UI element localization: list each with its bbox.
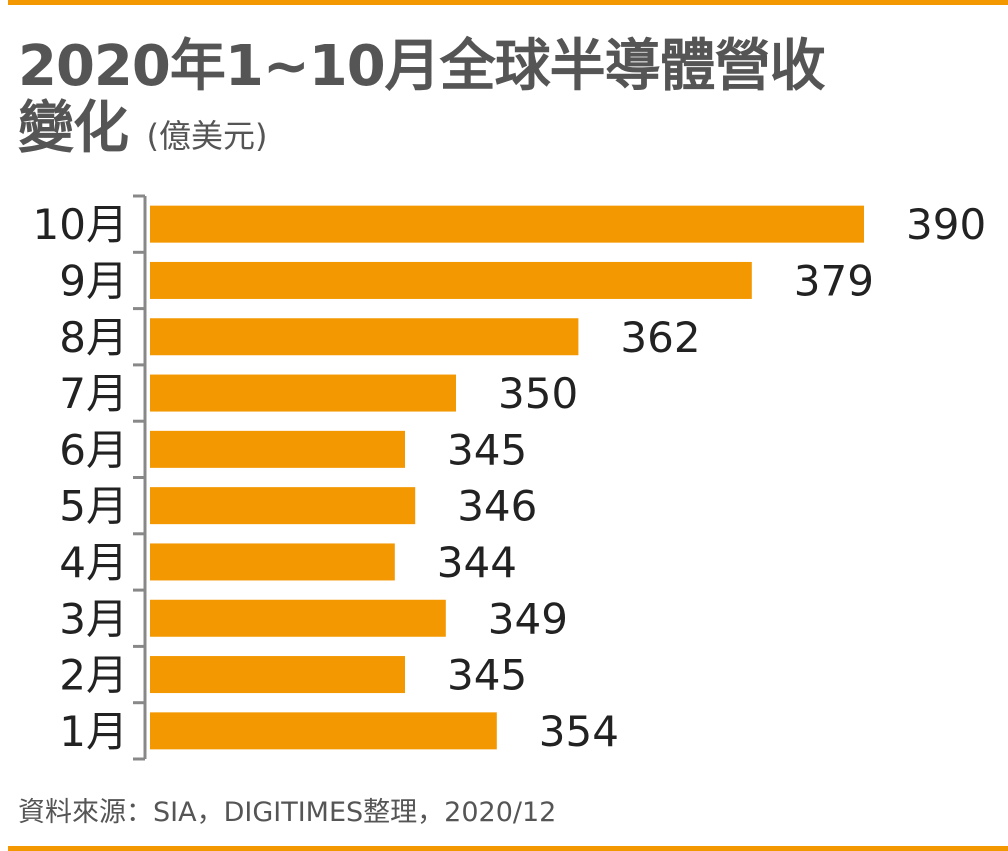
bar-5月 xyxy=(150,487,416,525)
bar-9月 xyxy=(150,261,752,299)
value-label: 346 xyxy=(457,482,537,531)
bar-4月 xyxy=(150,543,395,581)
category-label: 5月 xyxy=(59,482,128,531)
category-label: 7月 xyxy=(59,369,128,418)
bar-10月 xyxy=(150,205,864,243)
value-label: 390 xyxy=(906,200,986,249)
category-label: 3月 xyxy=(59,594,128,643)
category-label: 6月 xyxy=(59,425,128,474)
category-label: 8月 xyxy=(59,313,128,362)
bar-1月 xyxy=(150,712,497,750)
chart-title: 2020年1~10月全球半導體營收 變化 (億美元) xyxy=(18,34,826,167)
title-line-2: 變化 xyxy=(18,96,129,161)
source-note: 資料來源：SIA，DIGITIMES整理，2020/12 xyxy=(18,797,557,828)
category-label: 2月 xyxy=(59,651,128,700)
category-label: 1月 xyxy=(59,707,128,756)
category-label: 4月 xyxy=(59,538,128,587)
bar-3月 xyxy=(150,599,446,637)
bar-6月 xyxy=(150,430,405,468)
value-label: 379 xyxy=(794,256,874,305)
value-label: 350 xyxy=(498,369,578,418)
value-label: 354 xyxy=(539,707,619,756)
bar-7月 xyxy=(150,374,456,412)
bottom-rule xyxy=(8,846,1008,851)
value-label: 349 xyxy=(488,594,568,643)
top-rule xyxy=(8,0,1008,5)
value-label: 362 xyxy=(620,313,700,362)
bar-2月 xyxy=(150,656,405,694)
value-label: 345 xyxy=(447,651,527,700)
value-label: 345 xyxy=(447,425,527,474)
title-line-1: 2020年1~10月全球半導體營收 xyxy=(18,34,826,99)
bar-8月 xyxy=(150,318,579,356)
unit-label: (億美元) xyxy=(146,117,268,155)
category-label: 10月 xyxy=(33,200,128,249)
category-label: 9月 xyxy=(59,256,128,305)
value-label: 344 xyxy=(437,538,517,587)
